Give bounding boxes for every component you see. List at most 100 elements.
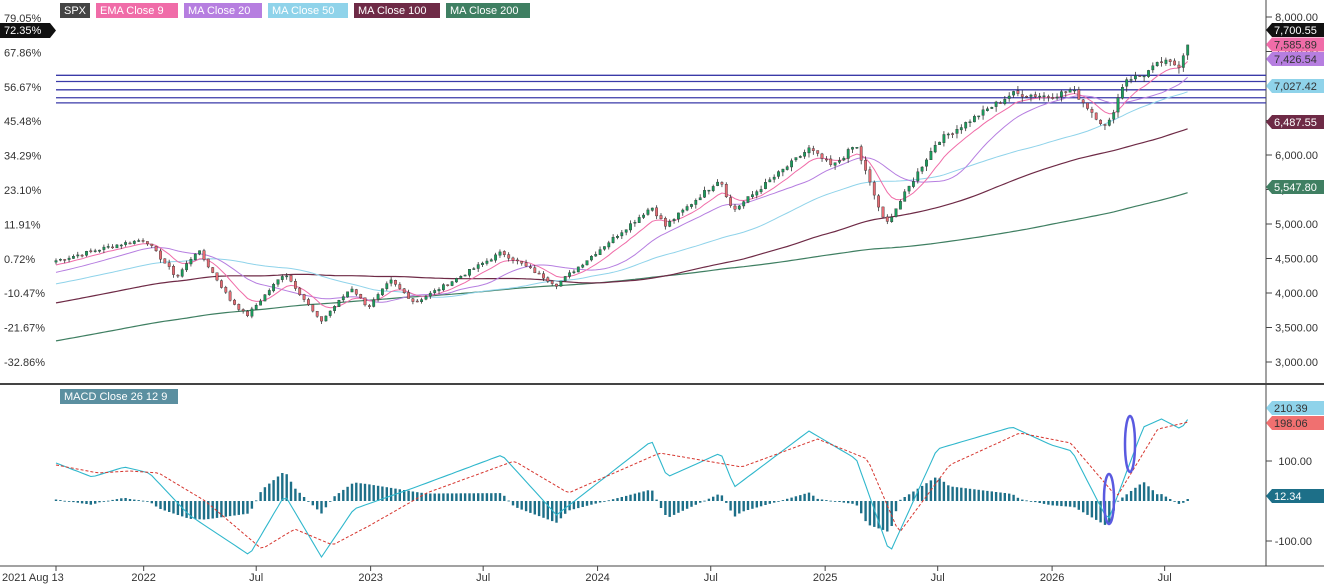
macd-hist-bar <box>154 501 158 507</box>
macd-hist-bar <box>298 492 301 501</box>
candle-body <box>341 296 345 301</box>
macd-hist-bar <box>424 493 428 501</box>
percent-tick-label: -10.47% <box>4 288 45 300</box>
candle-body <box>603 246 606 250</box>
candle-body <box>768 179 772 183</box>
macd-hist-bar <box>886 501 889 532</box>
candle-body <box>172 266 175 275</box>
candle-body <box>694 199 698 205</box>
legend-chip-0[interactable] <box>60 3 90 18</box>
macd-hist-bar <box>289 481 293 501</box>
macd-hist-bar <box>598 501 602 503</box>
macd-hist-bar <box>529 501 532 513</box>
candle-body <box>102 246 106 250</box>
macd-hist-bar <box>128 499 132 501</box>
macd-hist-bar <box>851 501 854 504</box>
candle-body <box>646 209 650 215</box>
candle-body <box>999 102 1002 104</box>
histogram-value-label: 12.34 <box>1274 491 1302 503</box>
signal-value-pointer <box>1266 416 1272 430</box>
candle-body <box>650 207 654 211</box>
candle-body <box>1164 59 1168 64</box>
macd-hist-bar <box>707 498 711 501</box>
macd-hist-bar <box>833 501 837 502</box>
percent-tick-label: 56.67% <box>4 82 42 94</box>
macd-hist-bar <box>146 501 149 502</box>
candle-body <box>420 299 423 303</box>
candle-body <box>711 186 715 191</box>
candle-body <box>759 189 763 193</box>
legend-chip-1[interactable] <box>96 3 178 18</box>
candle-body <box>842 157 846 161</box>
candle-body <box>1038 95 1042 98</box>
legend-chip-4[interactable] <box>354 3 440 18</box>
candle-body <box>398 284 402 289</box>
candle-body <box>772 176 776 180</box>
price-tick-label: 4,000.00 <box>1275 288 1318 300</box>
macd-hist-bar <box>285 474 288 501</box>
legend-chip-5[interactable] <box>446 3 530 18</box>
macd-hist-bar <box>1064 501 1067 507</box>
macd-hist-bar <box>429 493 432 501</box>
macd-hist-bar <box>968 488 972 501</box>
percent-tick-label: 11.91% <box>4 219 41 231</box>
candle-body <box>672 218 676 221</box>
legend-chip-3[interactable] <box>268 3 348 18</box>
macd-hist-bar <box>372 485 375 501</box>
macd-hist-bar <box>611 499 615 501</box>
candle-body <box>655 207 659 217</box>
candle-body <box>163 258 167 264</box>
candle-body <box>442 284 445 291</box>
macd-hist-bar <box>607 500 610 502</box>
macd-hist-bar <box>494 493 497 501</box>
candle-body <box>611 236 615 243</box>
legend-chip-2[interactable] <box>184 3 262 18</box>
candle-body <box>742 201 746 207</box>
macd-hist-bar <box>973 489 976 501</box>
macd-hist-bar <box>842 501 845 503</box>
candle-body <box>555 283 558 287</box>
ma50-value-label: 7,027.42 <box>1274 81 1317 93</box>
macd-hist-bar <box>986 490 989 501</box>
candle-body <box>1003 98 1007 104</box>
macd-hist-bar <box>1186 499 1189 501</box>
macd-hist-bar <box>964 488 967 501</box>
macd-hist-bar <box>790 497 793 501</box>
histogram-value-pointer <box>1266 489 1272 503</box>
macd-hist-bar <box>355 482 358 501</box>
macd-hist-bar <box>420 492 423 501</box>
candle-body <box>206 258 210 268</box>
macd-hist-bar <box>1008 493 1011 501</box>
macd-hist-bar <box>54 499 58 501</box>
candle-body <box>1155 62 1159 66</box>
percent-current-label: 72.35% <box>4 25 42 37</box>
price-value-pointer <box>1266 23 1272 37</box>
candle-body <box>1177 64 1181 68</box>
macd-hist-bar <box>977 489 980 501</box>
candle-body <box>254 305 258 310</box>
candle-body <box>411 298 415 302</box>
candle-body <box>1081 99 1085 103</box>
macd-hist-bar <box>159 501 162 509</box>
macd-hist-bar <box>472 493 475 501</box>
candle-body <box>389 279 393 284</box>
macd-hist-bar <box>947 485 950 501</box>
macd-hist-bar <box>803 493 806 501</box>
macd-legend-chip[interactable] <box>60 389 178 404</box>
macd-hist-bar <box>498 493 502 501</box>
macd-hist-bar <box>1173 501 1176 502</box>
candle-body <box>803 152 807 157</box>
candle-body <box>1042 95 1046 98</box>
macd-hist-bar <box>729 501 732 511</box>
macd-hist-bar <box>742 501 745 512</box>
price-tick-label: 5,000.00 <box>1275 219 1318 231</box>
macd-hist-bar <box>912 491 915 501</box>
candle-body <box>685 206 689 211</box>
time-tick-label: Jul <box>704 572 718 584</box>
candle-body <box>890 216 894 223</box>
macd-hist-bar <box>655 499 658 501</box>
candle-body <box>224 287 228 293</box>
macd-hist-bar <box>242 501 245 515</box>
macd-hist-bar <box>564 501 567 514</box>
